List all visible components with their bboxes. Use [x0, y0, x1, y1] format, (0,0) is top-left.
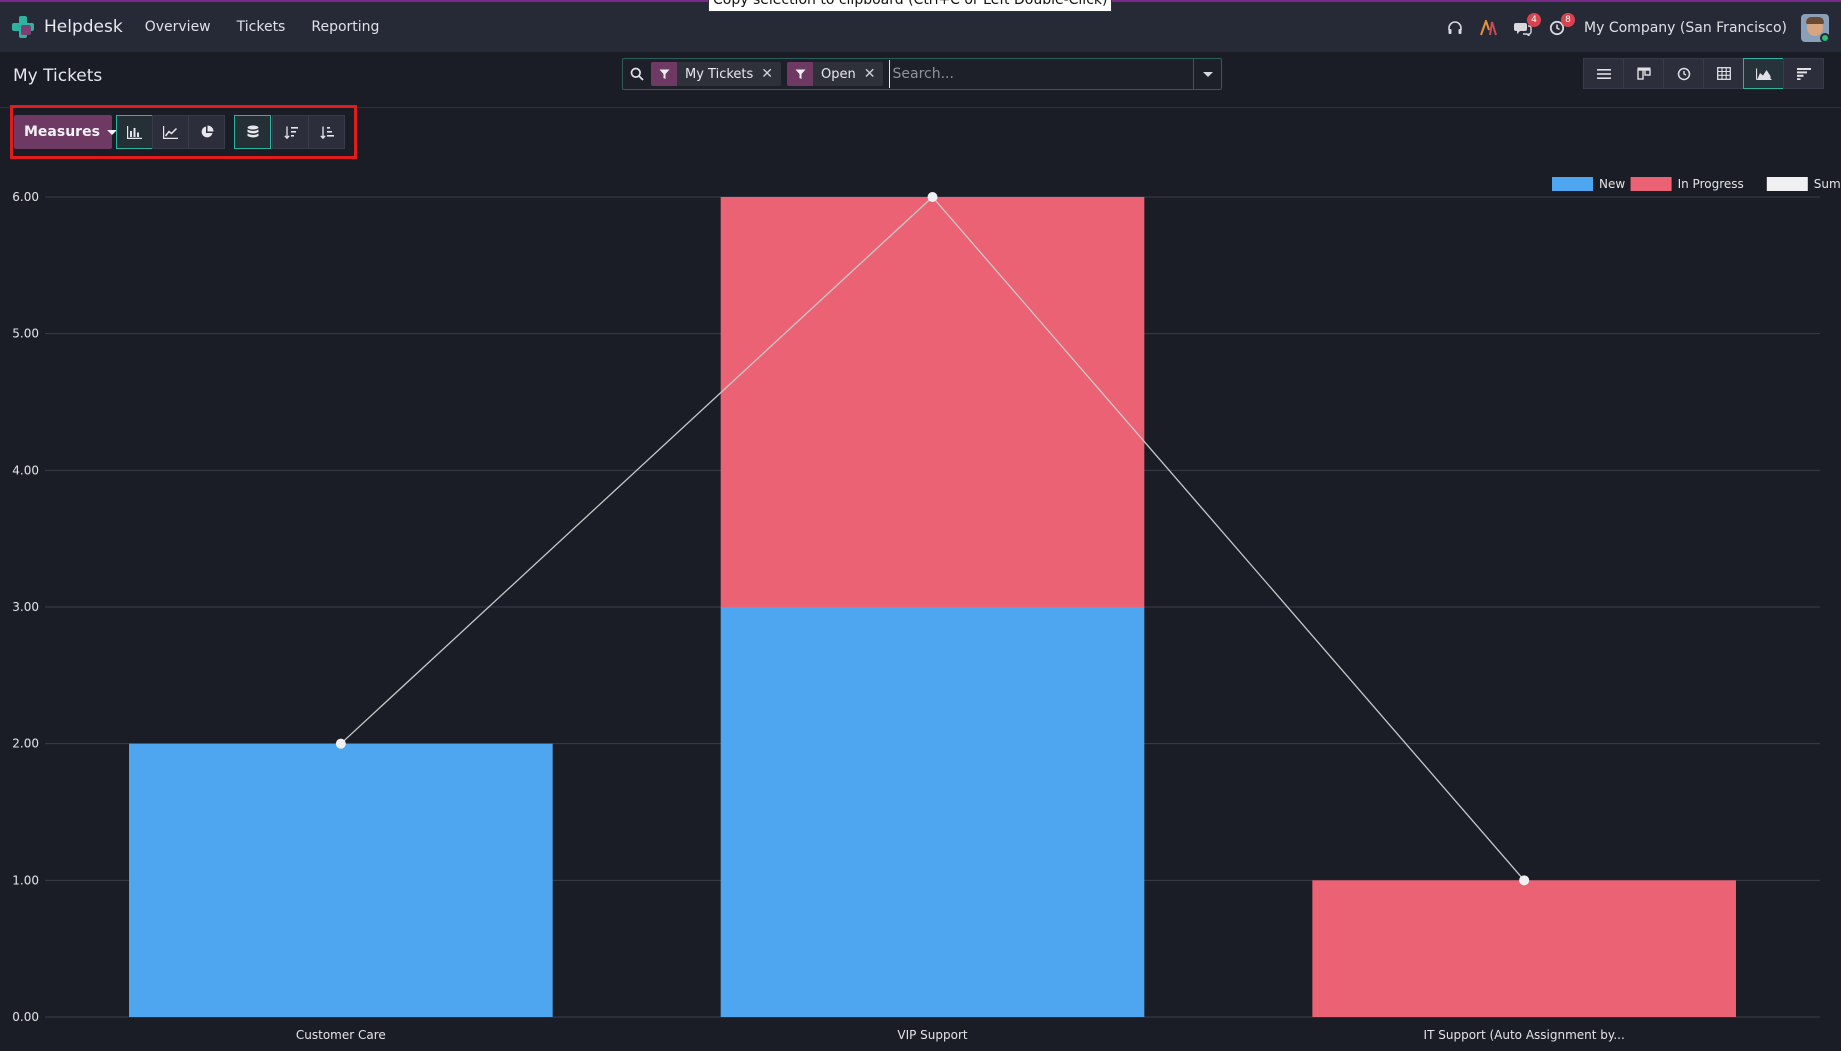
bar-new	[129, 743, 553, 1017]
bar-in-progress	[720, 197, 1145, 607]
x-tick-label: VIP Support	[897, 1028, 968, 1042]
search-input[interactable]	[889, 60, 1193, 88]
chart-bars	[129, 197, 1736, 1017]
line-chart-button[interactable]	[152, 115, 189, 149]
chart-legend[interactable]: New In Progress Sum	[1552, 177, 1841, 191]
user-avatar[interactable]	[1801, 14, 1829, 42]
caret-down-icon	[106, 129, 117, 135]
remove-facet-icon[interactable]: ✕	[863, 66, 876, 82]
y-tick-label: 1.00	[12, 873, 39, 887]
activity-clock-icon[interactable]: 8	[1544, 13, 1576, 41]
area-chart-icon	[1755, 68, 1771, 80]
y-tick-label: 0.00	[12, 1010, 39, 1024]
legend-label: Sum	[1814, 177, 1841, 191]
menu-item-tickets[interactable]: Tickets	[236, 19, 286, 35]
kanban-view-button[interactable]	[1623, 58, 1664, 89]
bar-in-progress	[1312, 880, 1736, 1017]
sort-ascending-icon	[319, 126, 334, 139]
search-options-toggle[interactable]	[1193, 59, 1221, 89]
activity-badge: 8	[1561, 13, 1576, 27]
legend-swatch	[1630, 177, 1672, 191]
cohort-view-button[interactable]	[1783, 58, 1824, 89]
facet-label: My Tickets	[685, 66, 754, 82]
filter-icon	[787, 62, 814, 86]
legend-swatch	[1766, 177, 1808, 191]
measures-dropdown-button[interactable]: Measures	[14, 115, 117, 149]
legend-label: In Progress	[1678, 177, 1744, 191]
caret-down-icon	[1202, 71, 1213, 77]
x-tick-label: Customer Care	[296, 1028, 386, 1042]
facet-my-tickets: My Tickets ✕	[651, 62, 782, 86]
discuss-badge: 4	[1527, 13, 1542, 27]
measures-label: Measures	[24, 124, 100, 140]
bar-chart-icon	[127, 125, 142, 139]
filter-icon	[651, 62, 677, 86]
cohort-icon	[1796, 67, 1811, 80]
sort-ascending-button[interactable]	[308, 115, 345, 149]
y-tick-label: 3.00	[12, 600, 39, 614]
clock-icon	[1677, 67, 1690, 80]
control-panel: My Tickets My Tickets ✕ Open ✕	[0, 52, 1841, 108]
chart-type-group	[116, 115, 225, 149]
app-brand[interactable]: Helpdesk	[12, 16, 123, 38]
pie-chart-button[interactable]	[188, 115, 225, 149]
kanban-icon	[1636, 67, 1651, 80]
headset-icon[interactable]	[1442, 15, 1468, 41]
page-title: My Tickets	[13, 66, 103, 86]
sort-group	[272, 115, 345, 149]
sum-point	[335, 738, 346, 749]
legend-label: New	[1599, 177, 1625, 191]
y-tick-label: 6.00	[12, 190, 39, 204]
pie-chart-icon	[201, 125, 213, 138]
copy-tooltip: Copy selection to clipboard (Ctrl+C or L…	[708, 0, 1113, 12]
sort-descending-icon	[283, 126, 298, 139]
y-tick-label: 4.00	[12, 463, 39, 477]
search-icon[interactable]	[623, 59, 651, 89]
discuss-messages-icon[interactable]: 4	[1510, 13, 1542, 41]
main-menu: Overview Tickets Reporting	[145, 19, 406, 35]
facet-label: Open	[821, 66, 856, 82]
chart-axis-labels: 0.00 1.00 2.00 3.00 4.00 5.00 6.00 Customer Car…	[12, 190, 1624, 1042]
bar-new	[720, 607, 1145, 1017]
list-view-button[interactable]	[1583, 58, 1624, 89]
ai-assistant-icon[interactable]	[1476, 15, 1502, 41]
activity-view-button[interactable]	[1663, 58, 1704, 89]
remove-facet-icon[interactable]: ✕	[761, 66, 774, 82]
systray: 4 8 My Company (San Francisco)	[1434, 2, 1829, 54]
bar-chart-button[interactable]	[116, 115, 153, 149]
database-stack-icon	[247, 125, 258, 138]
stacked-toggle-group	[234, 115, 271, 149]
sort-descending-button[interactable]	[272, 115, 309, 149]
legend-swatch	[1552, 177, 1593, 191]
online-status-icon	[1820, 33, 1829, 42]
company-switcher[interactable]: My Company (San Francisco)	[1584, 20, 1787, 36]
chart-sum-line	[335, 192, 1530, 886]
list-icon	[1596, 68, 1611, 79]
toolbar-highlight-box	[10, 105, 357, 159]
search-bar: My Tickets ✕ Open ✕	[622, 58, 1222, 90]
sum-point	[1519, 875, 1530, 886]
sum-point	[927, 192, 938, 202]
ticket-graph-chart: 0.00 1.00 2.00 3.00 4.00 5.00 6.00 Customer Car…	[12, 177, 1841, 1042]
view-switcher	[1583, 58, 1824, 89]
table-icon	[1716, 67, 1731, 80]
y-tick-label: 5.00	[12, 327, 39, 341]
y-tick-label: 2.00	[12, 737, 39, 751]
line-chart-icon	[163, 125, 178, 139]
helpdesk-logo-icon	[12, 16, 34, 38]
stacked-toggle-button[interactable]	[234, 115, 271, 149]
graph-view-button[interactable]	[1743, 58, 1784, 89]
facet-open: Open ✕	[787, 62, 884, 86]
menu-item-reporting[interactable]: Reporting	[311, 19, 380, 35]
menu-item-overview[interactable]: Overview	[144, 19, 211, 35]
pivot-view-button[interactable]	[1703, 58, 1744, 89]
app-name[interactable]: Helpdesk	[44, 17, 123, 37]
x-tick-label: IT Support (Auto Assignment by...	[1424, 1028, 1625, 1042]
